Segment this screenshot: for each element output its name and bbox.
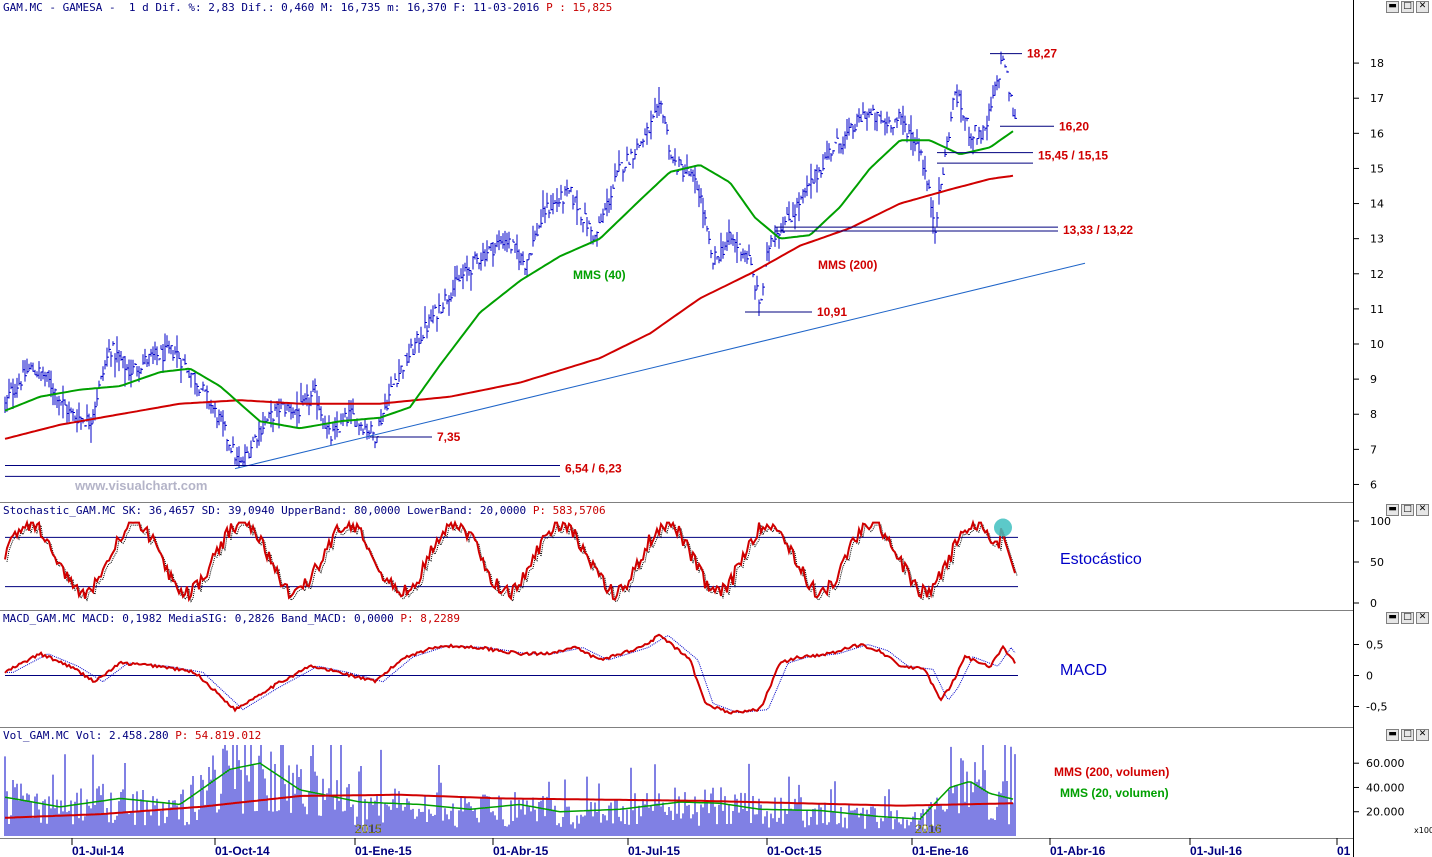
- vol-y-tick-label: 20.000: [1366, 806, 1405, 819]
- level-label: 15,45 / 15,15: [1038, 149, 1108, 163]
- trendline: [234, 262, 1086, 470]
- price-y-tick-label: 7: [1370, 443, 1377, 456]
- macd-header: MACD_GAM.MC MACD: 0,1982 MediaSIG: 0,282…: [3, 612, 460, 625]
- stoch-pane: Stochastic_GAM.MC SK: 36,4657 SD: 39,094…: [0, 503, 1432, 610]
- macd-signal-line: [5, 635, 1016, 714]
- price-y-tick-label: 15: [1370, 162, 1384, 175]
- level-label: 13,33 / 13,22: [1063, 223, 1133, 237]
- vol-y-tick-label: 40.000: [1366, 781, 1405, 794]
- price-y-tick-label: 9: [1370, 373, 1377, 386]
- x-tick-label: 01-Abr-16: [1050, 844, 1106, 857]
- minimize-button[interactable]: ▬: [1386, 1, 1399, 13]
- macd-header-text: MACD_GAM.MC MACD: 0,1982 MediaSIG: 0,282…: [3, 612, 401, 625]
- volume-bars: [4, 745, 1016, 836]
- pane-separator: [0, 727, 1353, 728]
- vol-x100-label: x100: [1414, 826, 1432, 835]
- stoch-sk-line: [4, 519, 1016, 603]
- macd-y-tick-label: 0,5: [1366, 639, 1384, 652]
- x-tick-label: 01-Jul-16: [1190, 844, 1242, 857]
- vol-window-controls: ▬ □ ✕: [1386, 729, 1429, 741]
- level-label: 18,27: [1027, 47, 1057, 61]
- x-tick-label: 01: [1337, 844, 1351, 857]
- watermark: www.visualchart.com: [74, 478, 207, 493]
- price-y-tick-label: 17: [1370, 92, 1384, 105]
- price-y-tick-label: 8: [1370, 408, 1377, 421]
- stoch-pane-label: Estocástico: [1060, 551, 1142, 568]
- stoch-y-tick-label: 0: [1370, 597, 1377, 610]
- minimize-button[interactable]: ▬: [1386, 612, 1399, 624]
- macd-pane-label: MACD: [1060, 662, 1107, 679]
- year-mark: 2015: [355, 822, 382, 836]
- x-tick-label: 01-Oct-15: [767, 844, 822, 857]
- minimize-button[interactable]: ▬: [1386, 504, 1399, 516]
- macd-line: [4, 633, 1016, 715]
- x-tick-label: 01-Oct-14: [215, 844, 270, 857]
- price-y-tick-label: 10: [1370, 338, 1384, 351]
- price-bars: [4, 51, 1017, 468]
- vol-mms20-line: [4, 762, 1014, 820]
- level-label: 10,91: [817, 305, 847, 319]
- vol-mms200-line: [4, 793, 1013, 819]
- price-y-tick-label: 11: [1370, 303, 1384, 316]
- mms40-label: MMS (40): [573, 268, 626, 282]
- vol-mms200-label: MMS (200, volumen): [1054, 765, 1169, 779]
- minimize-button[interactable]: ▬: [1386, 729, 1399, 741]
- price-y-tick-label: 6: [1370, 478, 1377, 491]
- maximize-button[interactable]: □: [1401, 504, 1414, 516]
- x-tick-label: 01-Jul-14: [72, 844, 124, 857]
- maximize-button[interactable]: □: [1401, 1, 1414, 13]
- vol-header: Vol_GAM.MC Vol: 2.458.280 P: 54.819.012: [3, 729, 261, 742]
- x-tick-label: 01-Ene-15: [355, 844, 412, 857]
- stoch-window-controls: ▬ □ ✕: [1386, 504, 1429, 516]
- price-y-tick-label: 13: [1370, 233, 1384, 246]
- price-y-tick-label: 14: [1370, 198, 1384, 211]
- maximize-button[interactable]: □: [1401, 729, 1414, 741]
- vol-header-p: P: 54.819.012: [175, 729, 262, 742]
- macd-pane: MACD_GAM.MC MACD: 0,1982 MediaSIG: 0,282…: [0, 611, 1432, 727]
- price-y-tick-label: 16: [1370, 127, 1384, 140]
- close-button[interactable]: ✕: [1416, 729, 1429, 741]
- level-label: 6,54 / 6,23: [565, 462, 622, 476]
- price-y-tick-label: 12: [1370, 268, 1384, 281]
- price-header-p: P : 15,825: [546, 1, 613, 14]
- x-tick-label: 01-Jul-15: [628, 844, 680, 857]
- mms40-line: [4, 130, 1014, 430]
- close-button[interactable]: ✕: [1416, 504, 1429, 516]
- mms200-label: MMS (200): [818, 258, 877, 272]
- year-mark: 2016: [915, 822, 942, 836]
- stoch-y-tick-label: 50: [1370, 556, 1384, 569]
- x-tick-label: 01-Abr-15: [493, 844, 549, 857]
- pane-separator: [0, 502, 1353, 503]
- stoch-highlight-marker: [994, 518, 1012, 537]
- maximize-button[interactable]: □: [1401, 612, 1414, 624]
- pane-separator: [0, 838, 1353, 839]
- close-button[interactable]: ✕: [1416, 612, 1429, 624]
- price-pane: GAM.MC - GAMESA - 1 d Dif. %: 2,83 Dif.:…: [3, 1, 1429, 14]
- x-tick-label: 01-Ene-16: [912, 844, 969, 857]
- macd-header-p: P: 8,2289: [400, 612, 460, 625]
- pane-separator: [0, 610, 1353, 611]
- price-header: GAM.MC - GAMESA - 1 d Dif. %: 2,83 Dif.:…: [3, 1, 612, 14]
- stoch-header: Stochastic_GAM.MC SK: 36,4657 SD: 39,094…: [3, 504, 606, 517]
- mms200-line: [4, 174, 1014, 440]
- stoch-y-tick-label: 100: [1370, 515, 1391, 528]
- vol-header-text: Vol_GAM.MC Vol: 2.458.280: [3, 729, 176, 742]
- level-label: 16,20: [1059, 119, 1089, 133]
- vol-mms20-label: MMS (20, volumen): [1060, 786, 1169, 800]
- price-y-tick-label: 18: [1370, 57, 1384, 70]
- price-window-controls: ▬ □ ✕: [1386, 1, 1429, 13]
- volume-pane: Vol_GAM.MC Vol: 2.458.280 P: 54.819.012 …: [0, 728, 1432, 838]
- macd-y-tick-label: -0,5: [1366, 701, 1387, 714]
- price-header-text: GAM.MC - GAMESA - 1 d Dif. %: 2,83 Dif.:…: [3, 1, 547, 14]
- stoch-header-text: Stochastic_GAM.MC SK: 36,4657 SD: 39,094…: [3, 504, 533, 517]
- y-axis-line: [1353, 0, 1354, 857]
- macd-y-tick-label: 0: [1366, 670, 1373, 683]
- level-label: 7,35: [437, 430, 461, 444]
- stoch-header-p: P: 583,5706: [532, 504, 606, 517]
- macd-window-controls: ▬ □ ✕: [1386, 612, 1429, 624]
- vol-y-tick-label: 60.000: [1366, 757, 1405, 770]
- close-button[interactable]: ✕: [1416, 1, 1429, 13]
